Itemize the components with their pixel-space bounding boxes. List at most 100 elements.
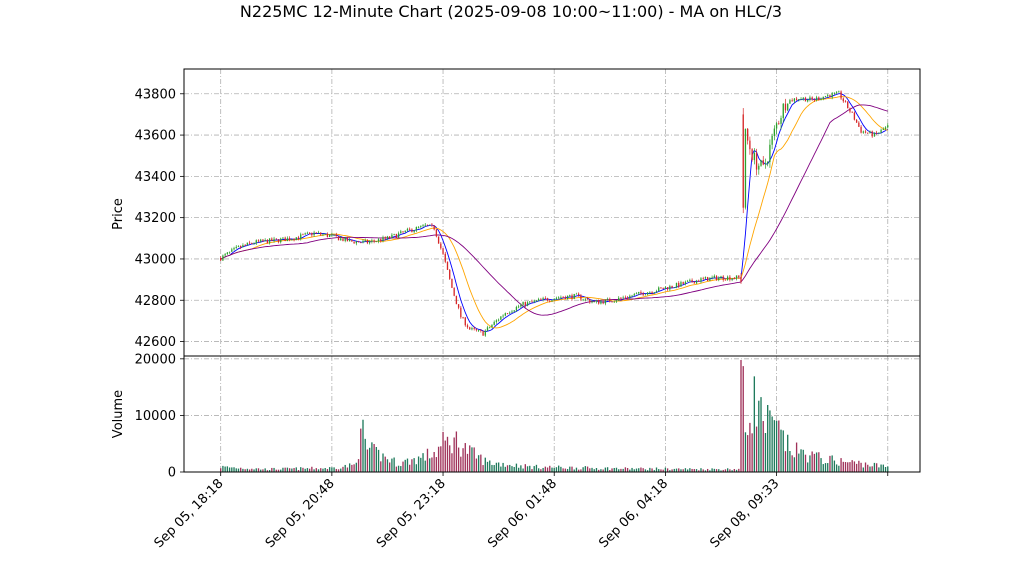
volume-bar — [282, 467, 284, 472]
candle-body — [629, 295, 631, 298]
candle-body — [389, 236, 391, 239]
candle-body — [308, 232, 311, 234]
volume-bar — [533, 466, 535, 472]
volume-bar — [333, 467, 335, 472]
candle-body — [275, 238, 277, 240]
volume-bar — [526, 466, 529, 472]
volume-bar — [513, 466, 515, 472]
candle-body — [678, 282, 680, 287]
candle-body — [735, 275, 738, 279]
volume-bar — [464, 443, 466, 472]
candle-body — [522, 302, 524, 305]
candle-body — [691, 279, 693, 283]
candle-body — [535, 300, 538, 302]
price-tick-label: 43800 — [135, 87, 176, 102]
volume-bar — [524, 464, 526, 472]
volume-bar — [391, 458, 393, 472]
candle-body — [417, 226, 420, 228]
candle-body — [442, 248, 444, 254]
candle-body — [257, 240, 260, 242]
volume-bar — [684, 468, 687, 472]
candle-body — [315, 232, 317, 234]
volume-bar — [240, 467, 242, 472]
volume-bar — [820, 458, 822, 472]
candle-body — [582, 299, 584, 301]
candle-body — [246, 242, 249, 246]
candle-body — [524, 302, 526, 306]
candle-body — [858, 122, 860, 127]
volume-bar — [598, 469, 600, 472]
candle-body — [233, 248, 235, 250]
candle-body — [773, 128, 776, 136]
volume-bar — [520, 465, 522, 472]
volume-tick-label: 20000 — [135, 352, 176, 367]
candle-body — [844, 101, 847, 103]
candle-body — [369, 241, 371, 244]
volume-bar — [767, 404, 769, 472]
volume-bar — [233, 467, 235, 472]
volume-bar — [660, 469, 662, 472]
volume-bar — [593, 469, 595, 472]
volume-bar — [653, 470, 655, 472]
candle-body — [860, 126, 862, 133]
volume-bar — [860, 462, 862, 472]
candle-body — [780, 118, 782, 124]
candle-body — [593, 301, 595, 303]
volume-bar — [411, 459, 413, 472]
volume-bar — [537, 468, 540, 472]
candle-body — [306, 232, 309, 234]
candle-body — [475, 328, 478, 331]
volume-bar — [235, 468, 237, 472]
volume-bar — [260, 469, 262, 472]
candle-body — [624, 297, 627, 299]
candle-body — [555, 297, 558, 299]
volume-bar — [400, 466, 402, 472]
candle-body — [473, 328, 475, 329]
volume-bar — [749, 422, 751, 472]
candle-body — [666, 287, 669, 290]
volume-bar — [829, 455, 831, 472]
price-tick-label: 43600 — [135, 129, 176, 144]
candle-body — [698, 280, 700, 282]
volume-bar — [502, 462, 504, 472]
volume-bar — [491, 464, 493, 472]
volume-bar — [297, 470, 300, 472]
candle-body — [348, 239, 351, 242]
volume-bar — [682, 469, 684, 472]
volume-bar — [484, 457, 486, 472]
candle-body — [709, 277, 711, 281]
volume-bar — [626, 468, 629, 472]
volume-bar — [887, 466, 889, 472]
candle-body — [411, 229, 413, 233]
volume-bar — [644, 469, 647, 472]
candle-body — [262, 239, 264, 242]
candle-body — [357, 241, 360, 243]
volume-bar — [602, 469, 604, 472]
candle-body — [640, 291, 642, 294]
candle-body — [284, 237, 286, 242]
volume-bar — [575, 467, 578, 472]
volume-bar — [633, 469, 635, 472]
volume-bar — [402, 461, 404, 472]
volume-bar — [802, 449, 804, 472]
volume-bar — [324, 468, 326, 472]
candle-body — [328, 235, 331, 237]
candle-body — [544, 298, 546, 299]
volume-bar — [268, 470, 271, 472]
candle-body — [767, 161, 769, 164]
candle-body — [537, 299, 540, 301]
candle-body — [333, 234, 335, 236]
candle-body — [242, 244, 244, 248]
candle-body — [702, 278, 704, 280]
volume-bar — [551, 467, 553, 472]
volume-bar — [482, 465, 484, 472]
volume-bar — [226, 466, 229, 472]
volume-bar — [604, 467, 607, 472]
volume-bar — [751, 433, 753, 472]
candle-body — [591, 301, 593, 303]
candle-body — [747, 128, 749, 141]
candle-body — [424, 224, 426, 226]
x-tick-label: Sep 05, 18:18 — [152, 476, 227, 551]
candle-body — [871, 131, 873, 137]
candle-body — [255, 240, 257, 244]
